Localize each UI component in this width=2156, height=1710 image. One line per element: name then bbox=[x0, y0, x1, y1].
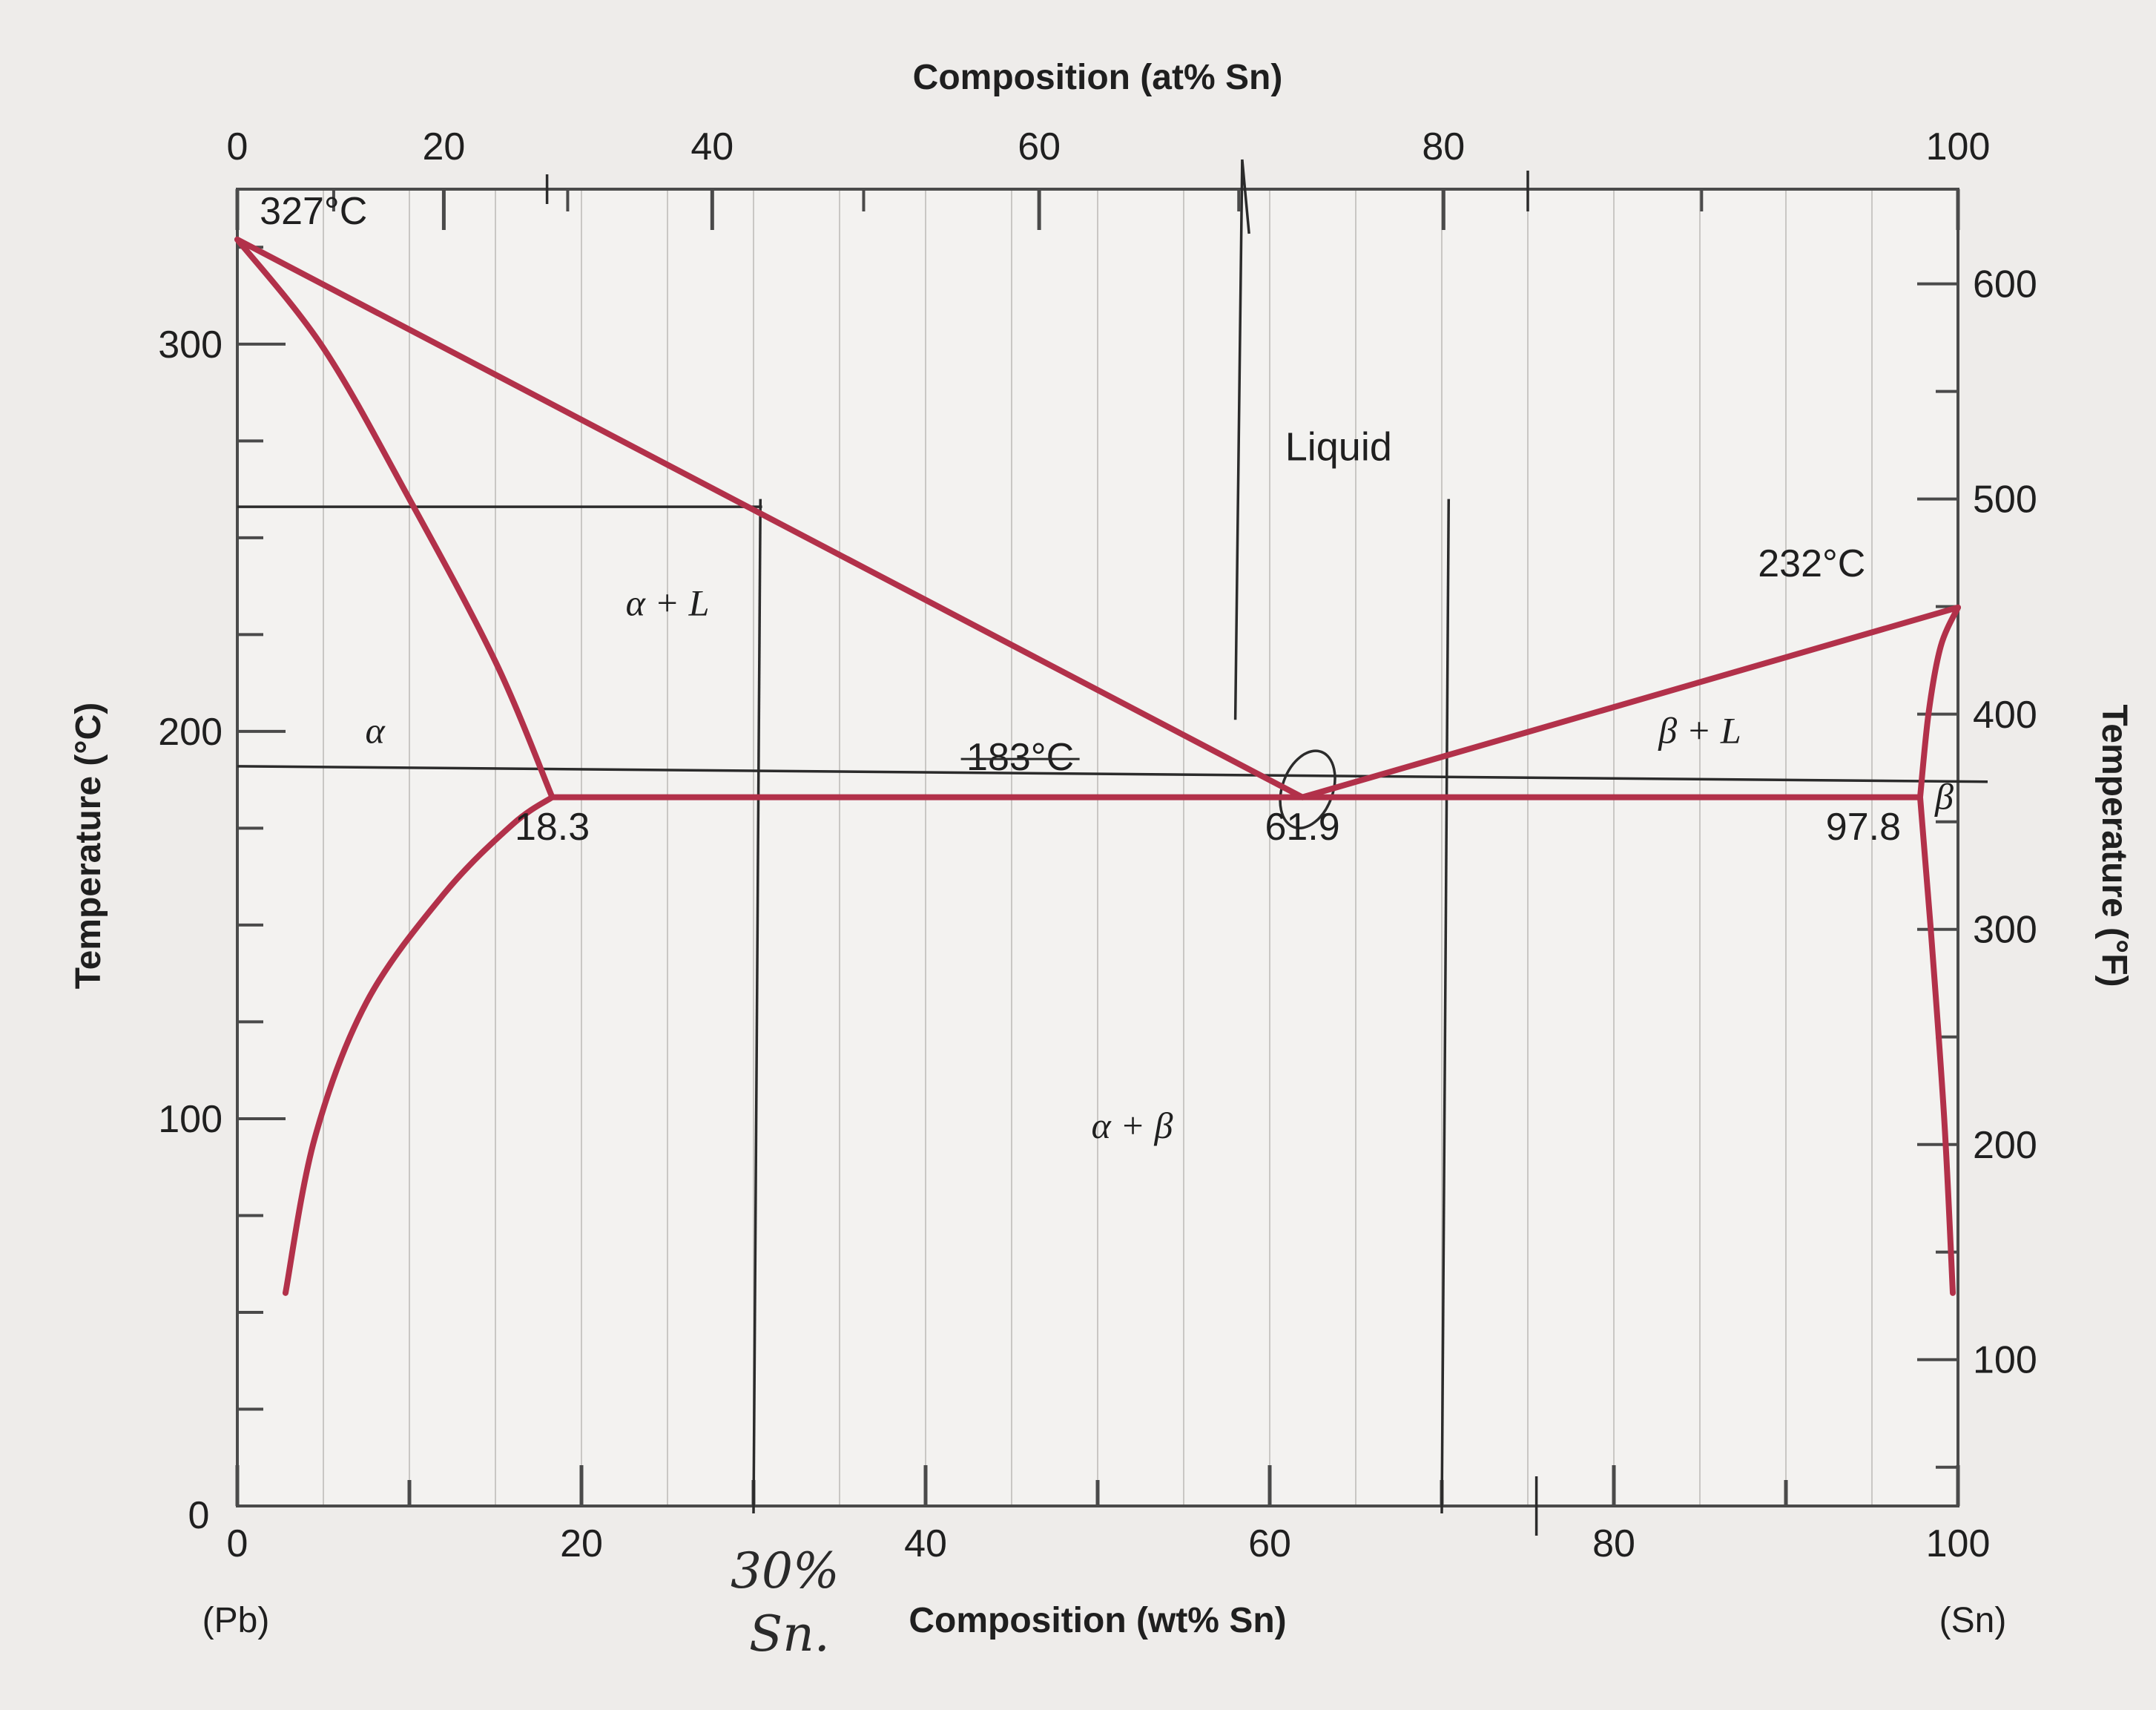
x-bottom-tick-label: 0 bbox=[227, 1522, 248, 1565]
x-top-tick-label: 100 bbox=[1926, 125, 1991, 168]
x-top-tick-label: 80 bbox=[1422, 125, 1465, 168]
grid-lines bbox=[323, 189, 1873, 1506]
hand-note-sn: Sn. bbox=[749, 1605, 830, 1663]
x-top-tick-label: 0 bbox=[227, 125, 248, 168]
region-label: α bbox=[365, 710, 386, 752]
y-right-tick-label: 600 bbox=[1973, 263, 2037, 306]
annotation-label: 183°C bbox=[966, 736, 1074, 779]
y-right-tick-label: 500 bbox=[1973, 479, 2037, 522]
region-label: β + L bbox=[1658, 710, 1741, 752]
phase-boundary-line bbox=[282, 794, 556, 1296]
annotation-label: 18.3 bbox=[515, 806, 590, 849]
phase-boundary-line bbox=[1916, 794, 1956, 1296]
x-bottom-tick-label: 80 bbox=[1592, 1522, 1635, 1565]
y-left-tick-label: 200 bbox=[158, 711, 222, 754]
y-left-axis-title: Temperature (°C) bbox=[69, 703, 108, 989]
x-top-tick-label: 60 bbox=[1018, 125, 1061, 168]
hand-vertical bbox=[1440, 499, 1451, 1514]
tick-labels: 0 20 40 60 80 100 100 200 300 0 20 40 60 80 100 100 200 3… bbox=[158, 125, 2037, 1565]
region-label: Liquid bbox=[1285, 424, 1392, 469]
phase-boundary-line bbox=[234, 236, 1306, 800]
x-bottom-tick-label: 100 bbox=[1926, 1522, 1991, 1565]
phase-boundary-line bbox=[1916, 604, 1961, 800]
phase-boundary-line bbox=[234, 236, 556, 800]
phase-boundary-line bbox=[1299, 604, 1961, 800]
y-right-tick-label: 100 bbox=[1973, 1339, 2037, 1382]
annotation-label: 232°C bbox=[1758, 542, 1865, 585]
x-top-axis-title: Composition (at% Sn) bbox=[913, 58, 1283, 97]
hand-top-scribble bbox=[1233, 159, 1250, 720]
x-bottom-tick-label: 40 bbox=[904, 1522, 947, 1565]
sn-end-label: (Sn) bbox=[1939, 1601, 2007, 1640]
phase-boundaries bbox=[234, 236, 1961, 1296]
y-left-tick-label: 100 bbox=[158, 1098, 222, 1141]
hand-horizontal-191 bbox=[237, 765, 1988, 783]
region-labels: Liquid α + L α β + L β α + β 327°C 232°C 183°C 18… bbox=[260, 190, 1954, 1146]
pb-end-label: (Pb) bbox=[202, 1601, 270, 1640]
region-label: β bbox=[1934, 775, 1954, 817]
annotation-label: 327°C bbox=[260, 190, 367, 233]
y-right-tick-label: 300 bbox=[1973, 909, 2037, 952]
y-right-tick-label: 400 bbox=[1973, 694, 2037, 737]
hand-vertical bbox=[752, 499, 762, 1514]
annotation-label: 61.9 bbox=[1265, 806, 1339, 849]
x-top-tick-label: 40 bbox=[690, 125, 733, 168]
region-label: α + L bbox=[626, 582, 710, 623]
y-left-zero-label: 0 bbox=[188, 1494, 210, 1537]
region-label: α + β bbox=[1091, 1105, 1173, 1146]
x-top-tick-label: 20 bbox=[422, 125, 465, 168]
y-left-tick-label: 300 bbox=[158, 323, 222, 366]
y-right-axis-title: Temperature (°F) bbox=[2094, 704, 2134, 987]
annotation-label: 97.8 bbox=[1826, 806, 1901, 849]
axes bbox=[235, 188, 1960, 1507]
x-bottom-tick-label: 60 bbox=[1248, 1522, 1291, 1565]
x-bottom-axis-title: Composition (wt% Sn) bbox=[909, 1601, 1286, 1640]
hand-note-30: 30% bbox=[731, 1542, 840, 1599]
y-right-tick-label: 200 bbox=[1973, 1124, 2037, 1167]
x-bottom-tick-label: 20 bbox=[560, 1522, 603, 1565]
